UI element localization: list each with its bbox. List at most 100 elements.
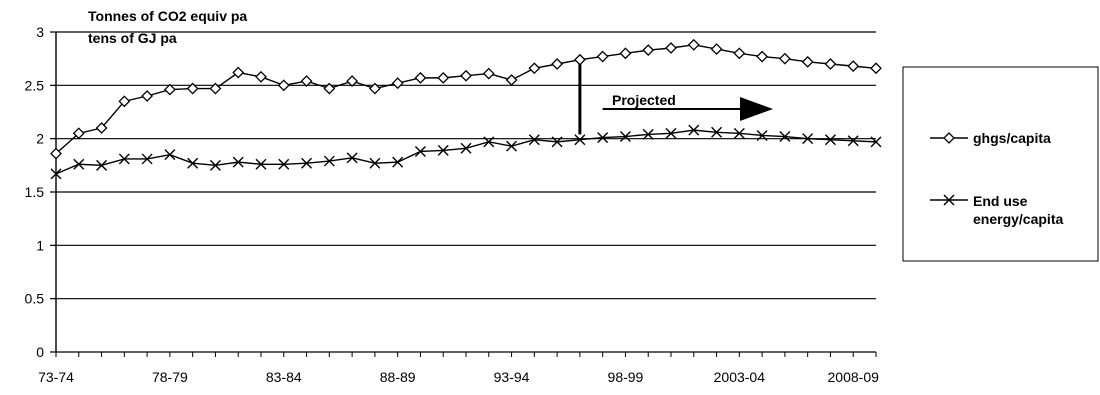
data-point-ghgs [505, 74, 518, 86]
tick-labels: 0 0.5 1 1.5 2 2.5 3 73-74 78-79 83-84 88-89 93-94 98… [25, 24, 880, 385]
x-marker-stroke [528, 134, 540, 146]
x-tick-label: 98-99 [608, 369, 644, 385]
data-point-energy [118, 153, 130, 165]
legend-marker-energy [943, 194, 955, 206]
data-point-energy [209, 159, 221, 171]
x-marker-stroke [688, 124, 700, 136]
x-tick-label: 73-74 [38, 369, 74, 385]
y-tick-label: 3 [36, 24, 44, 40]
x-marker-stroke [460, 142, 472, 154]
x-marker-stroke [346, 152, 358, 164]
y-tick-label: 0.5 [25, 291, 45, 307]
x-marker-stroke [96, 159, 108, 171]
y-tick-label: 0 [36, 344, 44, 360]
data-point-ghgs [437, 71, 450, 84]
data-point-ghgs [460, 69, 472, 82]
data-point-energy [802, 133, 814, 145]
data-point-energy [369, 157, 381, 169]
data-point-energy [301, 157, 313, 169]
x-marker-stroke [50, 168, 62, 180]
y-tick-label: 1 [36, 237, 44, 253]
x-marker-stroke [278, 158, 290, 170]
projection-label: Projected [612, 92, 676, 108]
data-point-ghgs [391, 77, 404, 90]
legend: ghgs/capita End use energy/capita [902, 66, 1099, 262]
data-point-ghgs [300, 75, 313, 87]
data-point-energy [323, 155, 335, 167]
series-line-ghgs [55, 44, 877, 155]
x-marker-stroke [756, 129, 768, 141]
x-marker-stroke [574, 134, 586, 146]
projection-annotation: Projected [578, 64, 773, 135]
data-point-energy [642, 128, 654, 140]
data-point-ghgs [710, 43, 723, 55]
data-point-energy [460, 142, 472, 154]
data-point-ghgs [824, 58, 837, 70]
x-marker-stroke [369, 157, 381, 169]
data-point-energy [346, 152, 358, 164]
data-point-ghgs [118, 95, 131, 108]
data-point-ghgs [528, 62, 541, 75]
data-point-energy [665, 127, 677, 139]
data-point-ghgs [186, 82, 199, 95]
series-lines [50, 38, 882, 180]
data-point-energy [528, 134, 540, 146]
data-point-energy [688, 124, 700, 136]
x-marker-stroke [141, 153, 153, 165]
data-point-energy [597, 132, 609, 144]
data-point-ghgs [232, 66, 245, 79]
data-point-energy [779, 131, 791, 143]
data-point-energy [141, 153, 153, 165]
data-point-ghgs [665, 42, 677, 54]
data-point-ghgs [414, 71, 427, 84]
x-marker-stroke [392, 156, 404, 168]
data-point-ghgs [277, 79, 290, 92]
x-marker-stroke [164, 149, 176, 161]
data-point-ghgs [756, 50, 769, 63]
data-point-energy [506, 140, 518, 152]
legend-markers [930, 132, 968, 206]
x-marker-stroke [802, 133, 814, 145]
x-marker-stroke [847, 135, 859, 147]
data-point-energy [437, 144, 449, 156]
y-axis-label-line-2: tens of GJ pa [88, 30, 177, 46]
x-marker-stroke [414, 145, 426, 157]
x-marker-stroke [73, 158, 85, 170]
data-point-energy [164, 149, 176, 161]
x-tick-label: 2008-09 [828, 369, 880, 385]
data-point-energy [255, 158, 267, 170]
data-point-ghgs [255, 70, 267, 83]
y-tick-label: 1.5 [25, 184, 45, 200]
legend-label-energy-line-1: End use [973, 193, 1028, 209]
axes [50, 31, 877, 357]
y-tick-label: 2.5 [25, 77, 45, 93]
data-point-energy [711, 126, 723, 138]
x-tick-label: 88-89 [380, 369, 416, 385]
x-marker-stroke [209, 159, 221, 171]
x-marker-stroke [232, 156, 244, 168]
x-marker-stroke [323, 155, 335, 167]
x-marker-stroke [943, 194, 955, 206]
data-point-ghgs [163, 83, 176, 96]
data-point-energy [619, 131, 631, 143]
data-point-energy [574, 134, 586, 146]
x-marker-stroke [642, 128, 654, 140]
x-tick-label: 83-84 [266, 369, 302, 385]
y-axis-label-line-1: Tonnes of CO2 equiv pa [88, 8, 247, 24]
data-point-ghgs [801, 55, 814, 68]
projection-arrow-head [740, 97, 773, 121]
y-tick-label: 2 [36, 131, 44, 147]
legend-label-energy-line-2: energy/capita [973, 211, 1063, 227]
x-tick-label: 2003-04 [714, 369, 766, 385]
x-marker-stroke [733, 127, 745, 139]
data-point-ghgs [323, 82, 336, 95]
data-point-energy [551, 136, 563, 148]
data-point-energy [50, 168, 62, 180]
data-point-energy [483, 136, 495, 148]
data-point-ghgs [619, 47, 632, 60]
x-tick-label: 78-79 [152, 369, 188, 385]
data-point-energy [187, 157, 199, 169]
x-marker-stroke [597, 132, 609, 144]
data-point-ghgs [141, 90, 154, 102]
